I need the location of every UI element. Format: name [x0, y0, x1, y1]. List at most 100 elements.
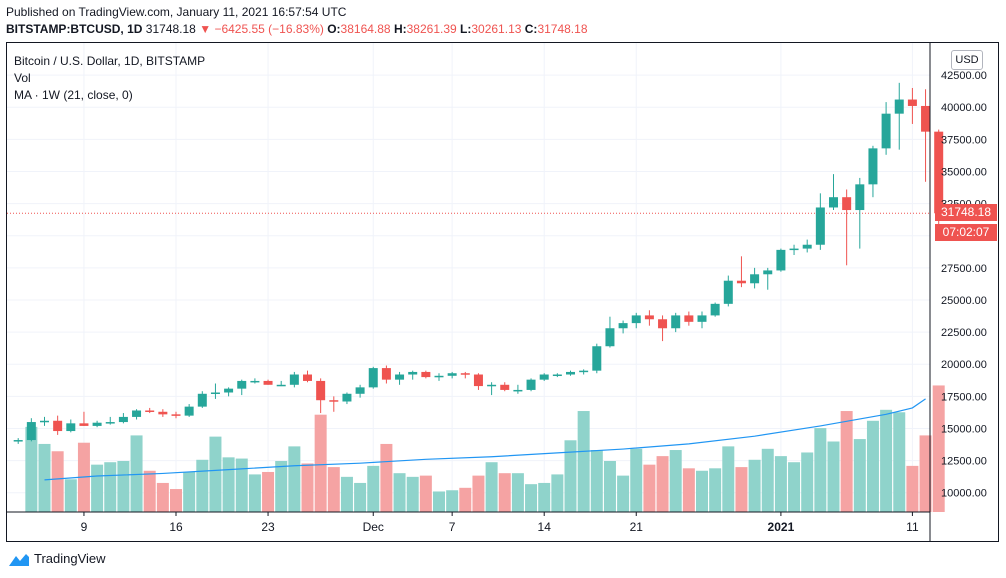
volume-bar [603, 461, 616, 512]
candle [79, 411, 89, 426]
candle-body [526, 379, 536, 390]
candle-body [710, 303, 720, 316]
volume-bar [643, 464, 656, 512]
candle-body [697, 315, 707, 322]
y-tick-label: 12500.00 [941, 456, 987, 468]
volume-bar [538, 482, 551, 512]
candle-body [539, 374, 549, 380]
volume-bar [104, 462, 117, 512]
candle-body [276, 384, 286, 387]
candle-body [92, 422, 102, 426]
candle-body [53, 420, 63, 432]
candle-body [381, 368, 391, 380]
candle [592, 343, 602, 374]
volume-bar [709, 468, 722, 512]
ma-line [44, 398, 926, 481]
volume-bar [525, 484, 538, 512]
candle-body [250, 380, 260, 383]
candle [868, 145, 878, 198]
volume-bar [735, 467, 748, 512]
volume-bar [262, 471, 275, 512]
y-tick-label: 22500.00 [941, 327, 987, 339]
volume-bar [354, 482, 367, 512]
candle [355, 384, 365, 398]
candle [158, 409, 168, 417]
candle-body [592, 346, 602, 371]
volume-bar [419, 475, 432, 512]
candle [289, 371, 299, 388]
volume-bar [380, 443, 393, 512]
candle [66, 419, 76, 433]
volume-bar [788, 462, 801, 512]
candle [276, 380, 286, 387]
candle-body [13, 440, 23, 442]
volume-bar [577, 411, 590, 512]
candle [776, 248, 786, 272]
volume-bar [130, 435, 143, 512]
candle [921, 89, 931, 182]
candle [658, 315, 668, 342]
candle [381, 365, 391, 384]
chart-frame[interactable] [6, 42, 999, 542]
y-tick-label: 37500.00 [941, 134, 987, 146]
volume-bar [485, 462, 498, 512]
candle-body [434, 375, 444, 378]
candle-body [684, 315, 694, 322]
candle-body [158, 411, 168, 415]
candle [368, 366, 378, 389]
candle-body [289, 374, 299, 385]
candle-body [487, 384, 497, 387]
candle-body [368, 368, 378, 388]
candle [618, 320, 628, 334]
volume-bar [669, 450, 682, 512]
candle-body [316, 380, 326, 401]
volume-bar [275, 461, 288, 512]
candle-body [671, 315, 681, 329]
candle-body [776, 249, 786, 271]
currency-button[interactable]: USD [951, 50, 983, 70]
volume-bar [564, 440, 577, 512]
candle-body [750, 274, 760, 284]
footer-brand[interactable]: TradingView [34, 551, 106, 566]
candle-body [644, 315, 654, 320]
volume-bar [38, 443, 51, 512]
volume-bar [25, 426, 38, 512]
low-value: 30261.13 [471, 22, 522, 36]
volume-bar [340, 476, 353, 512]
close-value: 31748.18 [537, 22, 588, 36]
candle [566, 370, 575, 376]
candle-body [210, 392, 220, 395]
candles [13, 82, 944, 444]
candle-body [907, 99, 917, 106]
candle-body [105, 422, 115, 424]
candle [263, 379, 273, 385]
candle [789, 244, 799, 256]
candle-body [815, 207, 825, 245]
last-price: 31748.18 [145, 22, 196, 36]
candle [13, 438, 23, 444]
volume-bar [906, 465, 919, 512]
volume-bar [656, 456, 669, 512]
x-tick-label: Dec [363, 520, 384, 534]
volume-bar [393, 473, 406, 512]
legend-vol: Vol [14, 71, 31, 85]
volume-bar [459, 487, 472, 512]
volume-bar [498, 473, 511, 512]
candle [855, 177, 865, 249]
candle-body [500, 384, 510, 390]
volume-bar [696, 470, 708, 512]
volume-bar [406, 476, 419, 512]
countdown-tag: 07:02:07 [935, 224, 997, 242]
ma-series-line [44, 398, 926, 481]
open-value: 38164.88 [340, 22, 391, 36]
volume-bar [840, 411, 853, 512]
candle [303, 370, 312, 383]
volume-bar [143, 470, 156, 512]
volume-bar [630, 448, 643, 512]
candle-body [421, 371, 431, 378]
candle [605, 316, 615, 348]
candle-body [408, 371, 418, 375]
candle [342, 392, 352, 405]
candle-body [171, 414, 181, 416]
